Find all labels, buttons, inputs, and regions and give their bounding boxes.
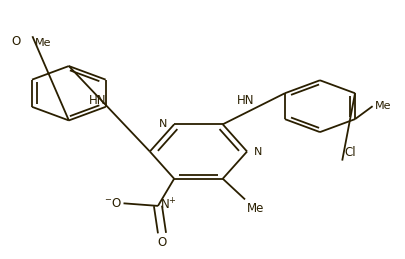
Text: N: N	[158, 119, 167, 129]
Text: N: N	[254, 147, 263, 156]
Text: $^{-}$O: $^{-}$O	[104, 197, 122, 210]
Text: HN: HN	[89, 95, 107, 107]
Text: N$^{+}$: N$^{+}$	[160, 197, 177, 212]
Text: Me: Me	[247, 202, 264, 215]
Text: Me: Me	[34, 38, 51, 48]
Text: Cl: Cl	[344, 146, 356, 159]
Text: O: O	[12, 35, 21, 48]
Text: HN: HN	[237, 95, 254, 107]
Text: O: O	[158, 236, 166, 249]
Text: Me: Me	[375, 101, 391, 111]
